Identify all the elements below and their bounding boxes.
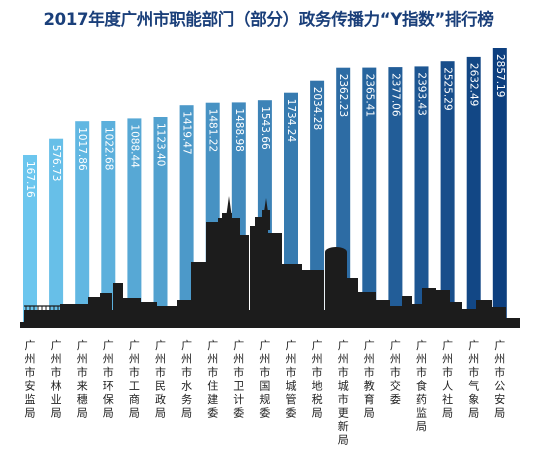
- bar: [414, 66, 429, 327]
- category-label: 广州市食药监局: [416, 339, 427, 433]
- skyline-ground: [20, 322, 520, 328]
- bar: [153, 117, 168, 326]
- category-label: 广州市民政局: [155, 339, 166, 420]
- bar: [362, 67, 377, 326]
- skyline-building: [60, 304, 90, 326]
- skyline-building: [141, 302, 157, 326]
- skyline-building: [239, 235, 249, 326]
- category-label: 广州市安监局: [25, 339, 36, 420]
- bar-value-label: 1123.40: [155, 123, 167, 166]
- skyline-building: [422, 288, 436, 326]
- skyline-building: [402, 296, 412, 326]
- skyline-building: [450, 302, 462, 326]
- bar-value-label: 2857.19: [494, 54, 506, 97]
- category-label: 广州市气象局: [468, 339, 479, 420]
- bar-value-label: 2365.41: [363, 74, 375, 117]
- skyline-building: [358, 292, 376, 326]
- category-label: 广州市地税局: [312, 339, 323, 420]
- skyline-building: [255, 217, 267, 227]
- bars-layer: 167.16 576.73 1017.86 1022.68 1088.44 1123.40…: [23, 48, 507, 327]
- skyline-building: [268, 233, 282, 326]
- skyline-building: [88, 297, 100, 326]
- bar-value-label: 1543.66: [259, 106, 271, 150]
- skyline-building: [123, 298, 141, 326]
- bar-value-label: 2525.29: [442, 67, 454, 110]
- bar-value-label: 1017.86: [76, 127, 88, 171]
- bar-value-label: 167.16: [24, 161, 36, 198]
- skyline-building: [344, 278, 358, 326]
- bar: [310, 80, 325, 326]
- bar-value-label: 576.73: [50, 145, 62, 182]
- category-label: 广州市教育局: [364, 339, 375, 420]
- category-labels: 广州市安监局 广州市林业局 广州市来穗局 广州市环保局 广州市工商局 广州市民政局 广州市水…: [25, 339, 506, 447]
- bar: [127, 118, 142, 327]
- bar: [440, 61, 455, 326]
- bar: [101, 121, 116, 326]
- skyline-spire: [264, 198, 268, 212]
- category-label: 广州市工商局: [129, 339, 140, 420]
- bar: [492, 48, 507, 326]
- skyline-building: [262, 210, 270, 230]
- bar-value-label: 2034.28: [311, 87, 323, 130]
- category-label: 广州市国规委: [259, 339, 270, 420]
- bar: [179, 105, 194, 326]
- category-label: 广州市来穗局: [77, 339, 88, 420]
- bar-value-label: 1481.22: [207, 109, 219, 152]
- skyline-building: [492, 307, 506, 326]
- skyline-building: [476, 300, 492, 326]
- skyline-building: [412, 304, 422, 326]
- category-label: 广州市水务局: [181, 339, 192, 420]
- skyline-dome: [325, 247, 347, 257]
- bar: [388, 67, 403, 326]
- bar-value-label: 1088.44: [128, 124, 140, 168]
- bar-value-label: 1734.24: [285, 99, 297, 143]
- skyline-building: [300, 270, 324, 326]
- category-label: 广州市城管委: [286, 339, 297, 420]
- city-skyline-silhouette: [20, 196, 520, 328]
- skyline-building: [100, 293, 112, 326]
- bar-value-label: 2393.43: [416, 72, 428, 115]
- bar-value-label: 2362.23: [337, 74, 349, 117]
- skyline-spire: [226, 196, 232, 218]
- bar-value-label: 1419.47: [181, 111, 193, 154]
- skyline-building: [157, 306, 177, 326]
- skyline-building: [113, 283, 123, 326]
- skyline-building: [282, 264, 302, 326]
- category-label: 广州市卫计委: [233, 339, 244, 420]
- skyline-building: [218, 218, 240, 326]
- category-label: 广州市人社局: [442, 339, 453, 420]
- category-label: 广州市公安局: [494, 339, 505, 420]
- category-label: 广州市城市更新局: [338, 339, 349, 447]
- category-label: 广州市环保局: [103, 339, 114, 420]
- bar: [466, 56, 481, 327]
- skyline-building: [436, 290, 450, 326]
- skyline-building: [206, 222, 220, 326]
- category-label: 广州市交委: [390, 339, 401, 406]
- chart-title: 2017年度广州市职能部门（部分）政务传播力“Y指数”排行榜: [43, 10, 494, 29]
- skyline-building: [462, 309, 476, 326]
- skyline-building: [376, 300, 390, 326]
- bar-value-label: 1488.98: [233, 108, 245, 151]
- bar-value-label: 2377.06: [389, 73, 401, 117]
- bar-value-label: 1022.68: [102, 127, 114, 170]
- category-label: 广州市林业局: [51, 339, 62, 420]
- bar: [49, 138, 64, 326]
- category-label: 广州市住建委: [207, 339, 218, 420]
- skyline-building: [325, 252, 347, 326]
- skyline-building: [177, 300, 191, 326]
- skyline-building: [191, 262, 207, 326]
- skyline-building: [390, 306, 402, 326]
- bar: [23, 155, 37, 326]
- bar: [75, 121, 90, 326]
- bar-value-label: 2632.49: [468, 63, 480, 106]
- skyline-building: [250, 226, 268, 326]
